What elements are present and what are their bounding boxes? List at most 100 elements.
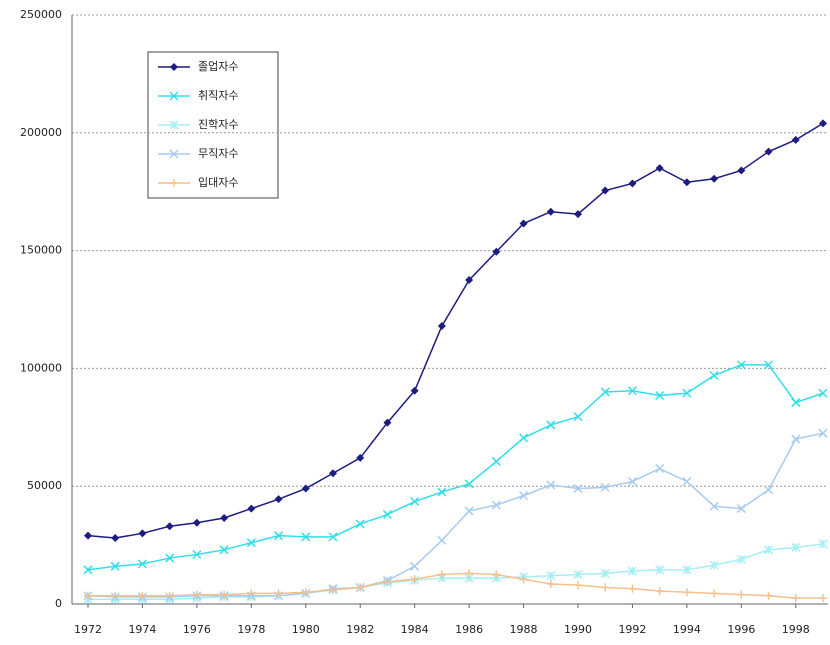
y-tick-label: 50000 <box>27 479 62 492</box>
point <box>246 538 256 548</box>
point <box>137 559 147 569</box>
point <box>655 463 665 474</box>
point <box>709 501 719 511</box>
x-tick-label: 1978 <box>237 623 265 636</box>
point <box>383 418 392 427</box>
point <box>492 570 501 579</box>
point <box>682 588 691 597</box>
point <box>301 484 310 493</box>
point <box>301 532 311 542</box>
x-tick-label: 1996 <box>727 623 755 636</box>
point <box>655 565 665 575</box>
point <box>410 575 419 584</box>
legend-label: 무직자수 <box>198 147 238 160</box>
legend-marker <box>169 91 179 101</box>
point <box>791 398 801 408</box>
point <box>574 210 582 219</box>
legend-marker <box>169 120 179 130</box>
point <box>437 321 446 330</box>
legend-marker <box>170 63 178 71</box>
point <box>491 456 501 466</box>
point <box>165 553 175 563</box>
point <box>682 178 691 187</box>
series-line <box>88 543 824 601</box>
point <box>601 186 610 195</box>
point <box>818 388 828 398</box>
point <box>274 495 283 504</box>
point <box>710 589 719 598</box>
point <box>627 476 637 487</box>
x-tick-label: 1980 <box>292 623 320 636</box>
point <box>110 561 120 571</box>
point <box>165 591 174 600</box>
point <box>546 207 555 216</box>
legend-marker <box>170 179 178 187</box>
point <box>627 386 637 396</box>
point <box>791 542 801 552</box>
point <box>410 561 420 571</box>
y-tick-label: 200000 <box>20 126 62 139</box>
point <box>165 522 174 531</box>
point <box>710 174 719 183</box>
point <box>682 388 692 398</box>
point <box>83 565 93 575</box>
point <box>301 588 310 597</box>
point <box>574 581 582 590</box>
y-tick-label: 250000 <box>20 8 62 21</box>
point <box>84 591 92 600</box>
point <box>682 565 692 575</box>
point <box>601 583 610 592</box>
point <box>437 570 446 579</box>
point <box>465 569 474 578</box>
x-tick-label: 1974 <box>128 623 156 636</box>
point <box>736 504 746 514</box>
point <box>519 491 529 501</box>
legend-label: 입대자수 <box>198 176 238 189</box>
point <box>464 506 474 516</box>
legend-label: 졸업자수 <box>198 60 238 73</box>
point <box>655 390 665 401</box>
x-tick-label: 1998 <box>782 623 810 636</box>
point <box>819 119 827 128</box>
point <box>546 420 556 430</box>
point <box>356 453 365 462</box>
point <box>709 560 719 570</box>
legend-label: 진학자수 <box>198 118 238 131</box>
x-tick-label: 1994 <box>673 623 701 636</box>
point <box>600 568 610 578</box>
point <box>328 532 338 542</box>
point <box>764 591 773 600</box>
series-line <box>87 364 824 571</box>
point <box>464 479 474 489</box>
legend-marker <box>169 149 179 159</box>
point <box>709 370 719 380</box>
point <box>192 549 202 560</box>
point <box>737 166 746 175</box>
point <box>628 179 637 188</box>
x-tick-label: 1990 <box>564 623 592 636</box>
point <box>600 482 610 492</box>
point <box>84 531 92 540</box>
x-tick-label: 1972 <box>74 623 102 636</box>
point <box>219 545 229 555</box>
point <box>519 575 528 584</box>
point <box>791 434 801 444</box>
point <box>546 571 556 581</box>
point <box>791 594 800 603</box>
point <box>627 566 637 576</box>
point <box>818 539 828 549</box>
point <box>192 518 201 527</box>
point <box>546 480 556 490</box>
point <box>410 496 420 507</box>
series-line <box>88 572 823 599</box>
point <box>819 594 827 603</box>
point <box>818 428 828 438</box>
point <box>356 583 365 592</box>
y-tick-label: 150000 <box>20 244 62 257</box>
x-tick-label: 1988 <box>510 623 538 636</box>
y-tick-label: 100000 <box>20 361 62 374</box>
x-tick-label: 1992 <box>618 623 646 636</box>
point <box>329 585 337 594</box>
point <box>437 535 447 545</box>
point <box>737 590 746 599</box>
